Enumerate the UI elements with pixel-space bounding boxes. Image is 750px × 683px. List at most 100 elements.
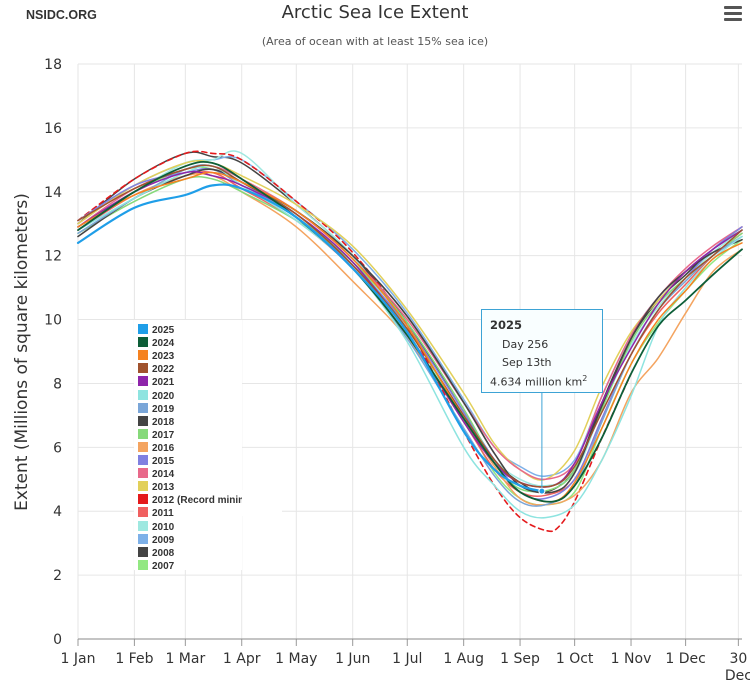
legend-item-2013[interactable]: 2013 — [138, 481, 174, 494]
series-line-2022 — [77, 164, 743, 488]
y-tick-label: 8 — [53, 376, 62, 392]
x-tick-label: 1 May — [275, 651, 317, 667]
legend-swatch — [138, 441, 148, 452]
legend-swatch — [138, 428, 148, 439]
x-tick-label: 1 Oct — [556, 651, 594, 667]
legend-swatch — [138, 389, 148, 400]
x-tick-label: 30 — [729, 651, 747, 667]
x-tick-label: 1 Feb — [115, 651, 153, 667]
legend-item-2014[interactable]: 2014 — [138, 468, 174, 481]
legend-label: 2019 — [152, 403, 175, 415]
legend-swatch — [138, 337, 148, 348]
legend-item-2007[interactable]: 2007 — [138, 559, 175, 573]
tooltip-value: 4.634 million km2 — [490, 374, 587, 389]
legend-swatch — [138, 455, 148, 465]
tooltip-value-unit: 2 — [582, 374, 588, 383]
x-tick-sublabel: Dec — [725, 668, 750, 683]
legend-swatch — [138, 520, 148, 531]
legend-item-2015[interactable]: 2015 — [138, 455, 174, 468]
legend-label: 2022 — [152, 364, 175, 376]
tooltip-value-text: 4.634 million km — [490, 375, 583, 389]
x-tick-label: 1 Nov — [611, 651, 652, 667]
legend-label: 2020 — [152, 390, 175, 402]
legend-item-2008[interactable]: 2008 — [138, 546, 175, 560]
y-tick-label: 6 — [53, 440, 62, 456]
legend-swatch — [138, 507, 148, 518]
legend-swatch — [138, 376, 148, 387]
x-tick-label: 1 Jun — [335, 651, 370, 667]
series-line-2012 — [77, 150, 632, 533]
legend-label: 2008 — [152, 547, 175, 559]
legend-label: 2012 (Record minimum) — [152, 495, 266, 507]
legend-item-2023[interactable]: 2023 — [138, 350, 174, 363]
legend-label: 2009 — [152, 534, 175, 546]
y-tick-label: 4 — [53, 504, 62, 520]
legend-item-2011[interactable]: 2011 — [138, 507, 174, 520]
tooltip-day: Day 256 — [502, 338, 549, 351]
legend-swatch — [138, 481, 148, 492]
y-tick-label: 18 — [44, 57, 62, 73]
legend-label: 2016 — [152, 442, 175, 454]
x-tick-label: 1 Sep — [500, 651, 540, 667]
chart-subtitle: (Area of ocean with at least 15% sea ice… — [261, 35, 489, 48]
series-line-2024 — [77, 160, 743, 503]
legend-item-2021[interactable]: 2021 — [138, 376, 174, 389]
legend-label: 2021 — [152, 377, 175, 389]
y-tick-label: 12 — [44, 249, 62, 265]
legend-swatch — [138, 494, 148, 505]
x-tick-label: 1 Jan — [61, 651, 96, 667]
y-tick-label: 16 — [44, 121, 62, 137]
y-tick-label: 10 — [44, 313, 62, 329]
legend-item-2010[interactable]: 2010 — [138, 520, 175, 534]
series-line-2025 — [76, 183, 543, 493]
legend-label: 2024 — [152, 338, 175, 350]
legend-label: 2015 — [152, 456, 175, 467]
legend-swatch — [138, 559, 148, 570]
y-tick-label: 14 — [44, 185, 62, 201]
legend-item-2024[interactable]: 2024 — [138, 337, 174, 350]
legend-label: 2014 — [152, 469, 175, 481]
brand-logo-text[interactable]: NSIDC.ORG — [26, 8, 97, 22]
x-tick-label: 1 Jul — [392, 651, 422, 667]
hamburger-menu-icon[interactable] — [724, 6, 742, 22]
legend-label: 2013 — [152, 482, 175, 494]
x-tick-label: 1 Mar — [165, 651, 205, 667]
legend-item-2018[interactable]: 2018 — [138, 415, 175, 429]
legend-label: 2017 — [152, 429, 175, 441]
legend-label: 2023 — [152, 351, 175, 363]
legend-label: 2007 — [152, 560, 175, 572]
legend-label: 2011 — [152, 508, 174, 520]
legend-swatch — [138, 415, 148, 426]
legend-swatch — [138, 350, 148, 361]
legend-swatch — [138, 402, 148, 413]
series-line-2018 — [77, 168, 743, 494]
legend-item-2022[interactable]: 2022 — [138, 363, 174, 376]
x-tick-label: 1 Aug — [443, 651, 484, 667]
legend-item-2009[interactable]: 2009 — [138, 533, 175, 547]
legend-item-2019[interactable]: 2019 — [138, 402, 175, 416]
chart-title: Arctic Sea Ice Extent — [281, 2, 469, 23]
legend-item-2025[interactable]: 2025 — [138, 324, 174, 337]
legend-swatch — [138, 363, 148, 374]
x-tick-label: 1 Dec — [665, 651, 705, 667]
legend-item-2017[interactable]: 2017 — [138, 428, 175, 442]
legend-item-2020[interactable]: 2020 — [138, 389, 175, 403]
legend-label: 2018 — [152, 416, 175, 428]
tooltip-year: 2025 — [490, 318, 523, 332]
tooltip: 2025 Day 256 Sep 13th 4.634 million km2 — [481, 309, 603, 393]
y-tick-label: 0 — [53, 632, 62, 648]
x-tick-label: 1 Apr — [223, 651, 261, 667]
legend-background — [242, 490, 282, 516]
legend-swatch — [138, 546, 148, 557]
legend-swatch — [138, 468, 148, 479]
tooltip-point-marker — [538, 487, 546, 495]
legend-label: 2010 — [152, 521, 175, 533]
tooltip-date: Sep 13th — [502, 356, 552, 369]
legend-item-2016[interactable]: 2016 — [138, 441, 175, 455]
legend-swatch — [138, 324, 148, 334]
legend-swatch — [138, 533, 148, 544]
legend-item-2012[interactable]: 2012 (Record minimum) — [138, 494, 265, 507]
legend-label: 2025 — [152, 325, 175, 336]
legend: 2025 2024 2023 2022 2021 2020 2019 2018 2017 2016… — [134, 320, 265, 573]
